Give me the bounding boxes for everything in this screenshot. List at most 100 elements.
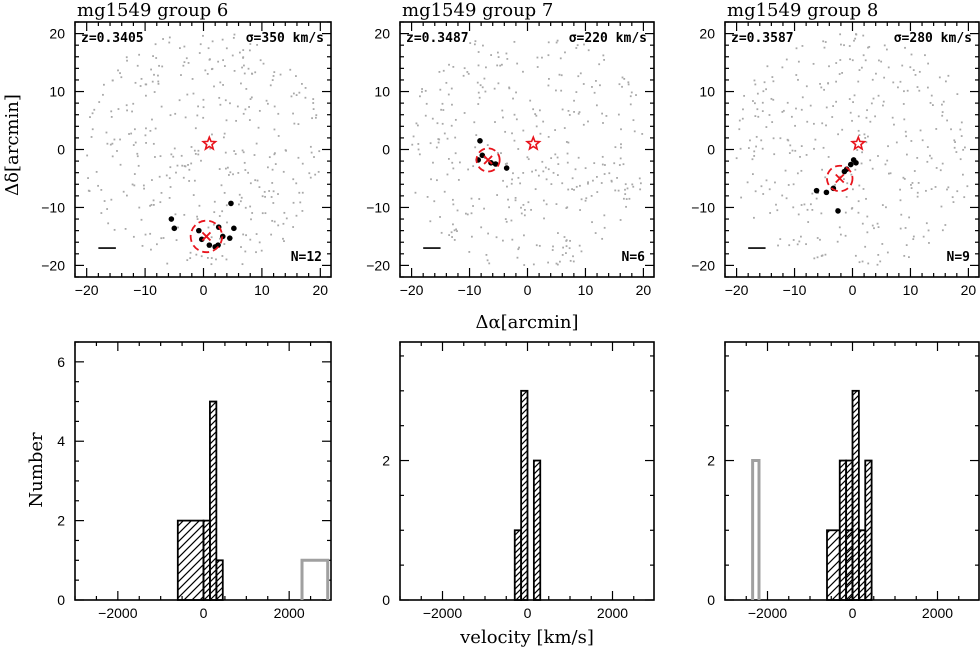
field-point	[628, 197, 631, 200]
field-point	[527, 201, 530, 204]
field-point	[155, 57, 158, 59]
field-point	[200, 255, 203, 258]
field-point	[170, 153, 173, 156]
field-point	[558, 260, 561, 263]
field-point	[466, 213, 469, 216]
field-point	[811, 208, 814, 211]
field-point	[468, 251, 471, 253]
field-point	[189, 257, 192, 260]
field-point	[794, 149, 797, 152]
field-point	[795, 47, 798, 50]
field-point	[250, 96, 253, 99]
field-point	[440, 231, 443, 234]
field-point	[605, 115, 608, 117]
field-point	[862, 34, 865, 37]
field-point	[221, 255, 224, 257]
field-point	[919, 129, 922, 132]
field-point	[486, 144, 489, 146]
field-point	[301, 162, 304, 165]
field-point	[248, 119, 251, 121]
field-point	[162, 237, 165, 239]
field-point	[523, 234, 525, 237]
field-point	[547, 261, 550, 264]
field-point	[753, 150, 756, 153]
field-point	[225, 167, 227, 170]
field-point	[517, 176, 520, 179]
field-point	[223, 65, 226, 67]
member-bar	[209, 400, 218, 601]
field-point	[864, 245, 867, 248]
field-point	[535, 244, 538, 247]
field-point	[616, 177, 618, 179]
field-point	[418, 153, 421, 156]
field-point	[290, 95, 293, 98]
field-point	[880, 60, 883, 63]
field-point	[248, 49, 251, 52]
field-point	[555, 203, 558, 205]
field-point	[134, 141, 137, 144]
field-point	[309, 176, 312, 179]
field-point	[202, 106, 205, 109]
field-point	[632, 185, 635, 188]
field-point	[795, 74, 798, 76]
field-point	[416, 124, 419, 127]
field-point	[843, 44, 845, 47]
field-point	[960, 135, 963, 137]
field-point	[463, 67, 466, 70]
field-point	[848, 98, 851, 100]
field-point	[459, 161, 461, 164]
field-point	[946, 188, 948, 191]
field-point	[442, 69, 445, 72]
field-point	[496, 51, 499, 54]
field-point	[550, 157, 553, 160]
field-point	[633, 130, 636, 133]
field-point	[270, 233, 273, 236]
field-point	[256, 179, 259, 182]
field-point	[547, 41, 550, 44]
count-label: N=9	[947, 250, 970, 265]
group-center-marker	[483, 155, 493, 165]
field-point	[522, 70, 524, 73]
field-point	[754, 83, 757, 86]
field-point	[882, 104, 884, 107]
field-point	[555, 89, 557, 92]
field-point	[228, 174, 230, 176]
field-point	[579, 72, 582, 75]
field-point	[443, 132, 446, 135]
field-point	[832, 105, 835, 107]
field-point	[620, 143, 622, 146]
field-point	[953, 139, 956, 142]
field-point	[887, 145, 889, 148]
top-ylabel: Δδ[arcmin]	[2, 94, 23, 196]
member-bar	[513, 529, 523, 601]
field-point	[852, 188, 854, 191]
histogram-panel: −2000 0 2000 0 2	[382, 341, 655, 621]
field-point	[631, 183, 634, 186]
field-point	[905, 135, 908, 138]
field-point	[638, 177, 641, 180]
field-point	[445, 81, 448, 84]
field-point	[452, 65, 455, 68]
field-point	[272, 75, 275, 77]
field-point	[885, 48, 888, 51]
field-point	[192, 92, 195, 95]
field-point	[555, 262, 558, 265]
field-point	[149, 129, 152, 132]
field-point	[450, 124, 453, 127]
count-label: N=12	[291, 250, 322, 265]
field-point	[813, 147, 815, 150]
field-point	[836, 240, 839, 243]
field-point	[827, 156, 830, 158]
field-point	[242, 56, 245, 59]
x-tick-label: −2000	[423, 605, 463, 621]
field-point	[476, 81, 479, 84]
field-point	[472, 205, 474, 207]
field-point	[566, 206, 569, 209]
x-tick-label: −20	[400, 282, 424, 298]
field-point	[591, 221, 593, 224]
field-point	[467, 168, 470, 171]
group-center-marker	[835, 173, 845, 184]
field-point	[206, 257, 209, 259]
field-point	[565, 245, 568, 248]
field-point	[289, 68, 292, 71]
